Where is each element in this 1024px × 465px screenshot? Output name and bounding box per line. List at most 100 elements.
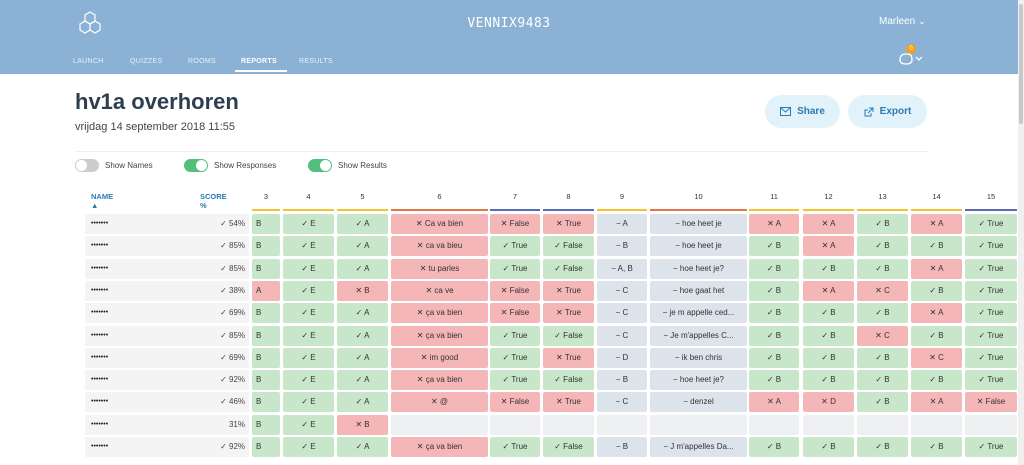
response-cell[interactable]: ✓ E [283, 280, 334, 301]
response-cell[interactable]: ✓ E [283, 214, 334, 234]
response-cell[interactable]: ✓ True [965, 437, 1017, 457]
response-cell[interactable]: ✓ False [543, 325, 594, 346]
question-header[interactable]: 3 [263, 192, 269, 201]
question-header[interactable]: 15 [986, 192, 996, 201]
response-cell[interactable]: ✓ True [965, 325, 1017, 346]
response-cell[interactable]: ✓ True [965, 214, 1017, 234]
response-cell[interactable]: ✓ E [283, 236, 334, 257]
response-cell[interactable]: ✓ B [803, 258, 854, 279]
switch-on[interactable] [308, 159, 332, 172]
response-cell[interactable]: ✓ A [337, 437, 388, 457]
response-cell[interactable]: − B [597, 236, 647, 257]
response-cell[interactable]: ✕ im good [391, 347, 488, 368]
response-cell[interactable]: ✓ E [283, 258, 334, 279]
response-cell[interactable]: ✓ A [337, 303, 388, 324]
student-name[interactable]: ••••••• [85, 214, 249, 234]
question-header[interactable]: 14 [932, 192, 941, 201]
response-cell[interactable]: − J m'appelles Da... [650, 437, 747, 457]
response-cell[interactable]: ✕ False [490, 214, 540, 234]
response-cell[interactable]: ✓ False [543, 370, 594, 391]
response-cell[interactable]: B [252, 370, 280, 391]
response-cell[interactable]: ✓ B [911, 370, 962, 391]
response-cell[interactable]: ✕ A [803, 214, 854, 234]
response-cell[interactable]: − hoe heet je? [650, 258, 747, 279]
student-name[interactable]: ••••••• [85, 236, 249, 257]
response-cell[interactable]: ✓ True [490, 258, 540, 279]
response-cell[interactable]: ✕ A [749, 392, 799, 413]
switch-off[interactable] [75, 159, 99, 172]
response-cell[interactable]: ✕ tu parles [391, 258, 488, 279]
response-cell[interactable]: − A, B [597, 258, 647, 279]
question-header[interactable]: 9 [619, 192, 625, 201]
response-cell[interactable]: ✓ A [337, 325, 388, 346]
response-cell[interactable]: B [252, 258, 280, 279]
response-cell[interactable]: ✓ E [283, 370, 334, 391]
name-column-header[interactable]: NAME ▲ [91, 192, 114, 210]
response-cell[interactable]: − denzel [650, 392, 747, 413]
student-name[interactable]: ••••••• [85, 258, 249, 279]
page-scrollbar[interactable] [1018, 0, 1024, 465]
response-cell[interactable]: B [252, 347, 280, 368]
response-cell[interactable]: ✓ True [965, 258, 1017, 279]
response-cell[interactable]: ✓ True [965, 347, 1017, 368]
nav-quizzes[interactable]: QUIZZES [130, 58, 163, 65]
response-cell[interactable]: ✓ B [749, 370, 799, 391]
response-cell[interactable]: B [252, 392, 280, 413]
response-cell[interactable]: B [252, 303, 280, 324]
response-cell[interactable]: ✓ A [337, 236, 388, 257]
user-menu[interactable]: Marleen ⌄ [879, 16, 926, 27]
student-name[interactable]: ••••••• [85, 414, 249, 435]
response-cell[interactable]: ✓ A [337, 258, 388, 279]
notifications-icon[interactable] [898, 50, 922, 68]
response-cell[interactable]: ✓ B [911, 280, 962, 301]
response-cell[interactable]: ✕ ça va bien [391, 370, 488, 391]
response-cell[interactable]: ✓ True [490, 347, 540, 368]
response-cell[interactable]: − D [597, 347, 647, 368]
response-cell[interactable]: ✓ B [911, 236, 962, 257]
question-header[interactable]: 6 [437, 192, 442, 201]
response-cell[interactable]: ✓ B [857, 214, 908, 234]
nav-reports[interactable]: REPORTS [241, 58, 277, 65]
response-cell[interactable]: B [252, 437, 280, 457]
response-cell[interactable]: ✓ E [283, 437, 334, 457]
response-cell[interactable]: − B [597, 437, 647, 457]
nav-results[interactable]: RESULTS [299, 58, 333, 65]
response-cell[interactable]: B [252, 414, 280, 435]
response-cell[interactable]: ✓ B [803, 370, 854, 391]
response-cell[interactable]: ✓ B [749, 236, 799, 257]
response-cell[interactable] [650, 414, 747, 435]
response-cell[interactable]: ✕ C [857, 280, 908, 301]
response-cell[interactable]: ✓ B [911, 325, 962, 346]
response-cell[interactable]: − Je m'appelles C... [650, 325, 747, 346]
response-cell[interactable]: ✓ B [749, 258, 799, 279]
response-cell[interactable] [965, 414, 1017, 435]
response-cell[interactable]: − hoe gaat het [650, 280, 747, 301]
response-cell[interactable] [391, 414, 488, 435]
student-name[interactable]: ••••••• [85, 347, 249, 368]
response-cell[interactable]: ✓ A [337, 214, 388, 234]
toggle-show-names[interactable]: Show Names [75, 159, 153, 172]
nav-rooms[interactable]: ROOMS [188, 58, 216, 65]
response-cell[interactable] [749, 414, 799, 435]
response-cell[interactable]: ✓ True [490, 325, 540, 346]
response-cell[interactable]: ✓ False [543, 236, 594, 257]
response-cell[interactable]: A [252, 280, 280, 301]
response-cell[interactable]: ✓ B [803, 325, 854, 346]
toggle-show-results[interactable]: Show Results [308, 159, 387, 172]
response-cell[interactable]: ✓ E [283, 414, 334, 435]
response-cell[interactable] [490, 414, 540, 435]
question-header[interactable]: 8 [566, 192, 571, 201]
response-cell[interactable]: ✕ A [911, 392, 962, 413]
response-cell[interactable]: ✕ B [337, 414, 388, 435]
response-cell[interactable]: ✕ True [543, 392, 594, 413]
response-cell[interactable]: ✓ True [490, 370, 540, 391]
vennix-logo-icon[interactable] [79, 10, 101, 38]
response-cell[interactable]: ✓ True [490, 437, 540, 457]
response-cell[interactable]: ✕ C [857, 325, 908, 346]
response-cell[interactable] [857, 414, 908, 435]
response-cell[interactable]: ✓ B [803, 347, 854, 368]
response-cell[interactable]: − hoe heet je [650, 236, 747, 257]
response-cell[interactable]: − C [597, 303, 647, 324]
response-cell[interactable] [803, 414, 854, 435]
response-cell[interactable]: ✕ False [490, 303, 540, 324]
